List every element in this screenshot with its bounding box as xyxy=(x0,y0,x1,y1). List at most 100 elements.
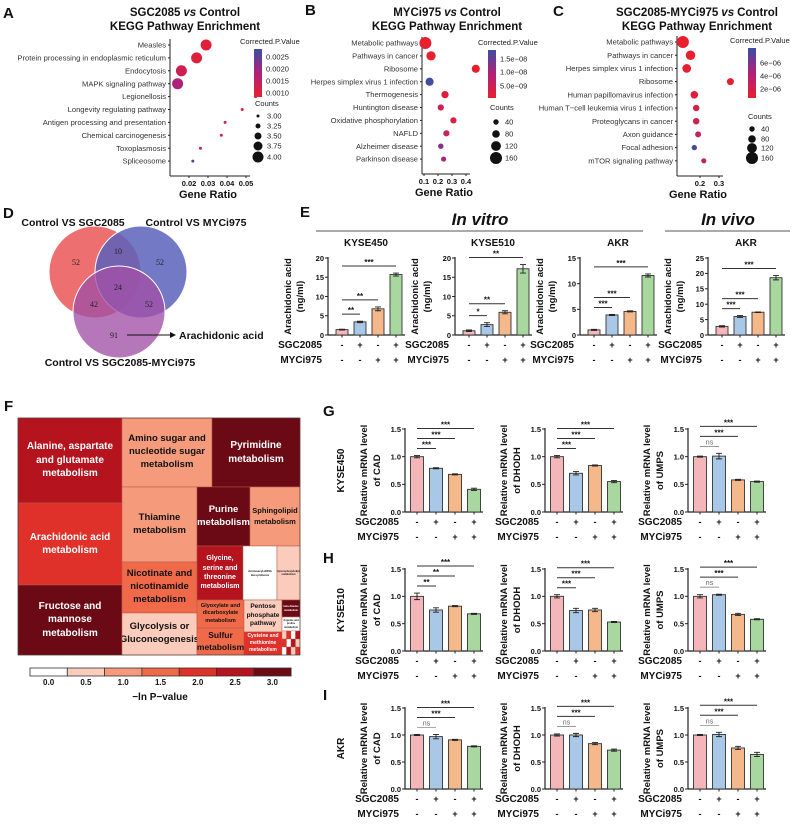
category-label: Antigen processing and presentation xyxy=(43,118,166,127)
condition-sign: + xyxy=(773,355,778,365)
size-legend-dot xyxy=(490,152,502,164)
x-tick-label: 0.1 xyxy=(419,177,429,186)
treemap-label: Amino sugar and nucleotide sugar metabol… xyxy=(128,433,206,470)
treemap-label: Sulfur metabolism xyxy=(197,630,244,652)
y-tick-label: 1.0 xyxy=(391,592,401,601)
venn-count: 42 xyxy=(90,300,98,309)
title-part: SGC2085-MYCi975 xyxy=(616,7,719,19)
row-label-sgc2085: SGC2085 xyxy=(355,794,399,805)
bar xyxy=(371,308,385,336)
y-axis-label: Relative mRNA level xyxy=(642,564,653,656)
y-tick-label: 1.5 xyxy=(674,425,684,434)
error-bar xyxy=(592,607,598,613)
size-legend-label: 3.00 xyxy=(267,112,282,121)
y-tick-label: 1.0 xyxy=(391,731,401,740)
venn-count: 24 xyxy=(114,283,122,292)
condition-sign: - xyxy=(575,671,578,681)
data-point xyxy=(695,131,702,138)
error-bar xyxy=(471,487,477,491)
condition-sign: - xyxy=(556,532,559,542)
size-legend-dot xyxy=(252,151,264,163)
condition-sign: + xyxy=(754,532,759,542)
condition-sign: + xyxy=(735,532,740,542)
chart-title: SGC2085 vs Control xyxy=(130,7,240,19)
color-legend-bar xyxy=(254,49,262,97)
category-label: MAPK signaling pathway xyxy=(82,79,166,88)
error-bar xyxy=(735,478,741,481)
condition-sign: + xyxy=(611,532,616,542)
condition-sign: + xyxy=(754,794,759,804)
error-bar xyxy=(611,621,617,624)
condition-sign: - xyxy=(699,656,702,666)
bar xyxy=(550,595,564,652)
treemap-label-box: Arachidonic acid metabolism xyxy=(30,532,111,557)
condition-sign: - xyxy=(718,532,721,542)
category-label: Protein processing in endoplasmic reticu… xyxy=(17,54,166,63)
legend-swatch xyxy=(29,667,68,677)
bar xyxy=(733,316,747,336)
error-bar xyxy=(773,275,779,281)
chart-subtitle: KEGG Pathway Enrichment xyxy=(110,21,260,33)
bar xyxy=(605,314,619,336)
condition-sign: - xyxy=(416,671,419,681)
title-vs: vs xyxy=(721,7,734,19)
x-tick-label: 0.05 xyxy=(239,179,254,188)
category-label: Endocytosis xyxy=(125,66,166,75)
panel-letter-a: A xyxy=(3,5,14,22)
treemap-label: beta-Alanine metabolism xyxy=(283,605,299,612)
condition-sign: + xyxy=(592,532,597,542)
legend-tick: 3.0 xyxy=(267,678,279,687)
mrna-bar-chart: 0.00.51.01.5--+--+++SGC2085MYCi975ns****… xyxy=(638,697,766,820)
treemap-cell-small xyxy=(281,630,287,640)
y-tick-label: 0.5 xyxy=(674,480,684,489)
row-label-myci975: MYCi975 xyxy=(357,532,399,543)
condition-sign: - xyxy=(721,340,724,350)
significance-label: *** xyxy=(571,431,581,440)
category-label: Oxidative phosphorylation xyxy=(331,116,418,125)
treemap-label: Glyoxylate and dicarboxylate metabolism xyxy=(200,602,241,624)
condition-sign: - xyxy=(416,517,419,527)
error-bar xyxy=(393,272,399,277)
y-tick-label: 1.5 xyxy=(674,704,684,713)
error-bar xyxy=(573,471,579,476)
y-axis-label: Arachidonic acid xyxy=(410,258,421,335)
data-point xyxy=(685,50,696,60)
bar xyxy=(569,610,583,652)
bar xyxy=(353,321,367,336)
error-bar xyxy=(414,455,420,459)
condition-sign: - xyxy=(718,809,721,819)
y-tick-label: 0.0 xyxy=(531,508,541,517)
y-tick-label: 0.0 xyxy=(674,647,684,656)
color-legend-tick: 1.5e−08 xyxy=(500,55,527,64)
y-axis-label: (ng/ml) xyxy=(295,281,306,313)
size-legend-label: 120 xyxy=(761,144,774,153)
venn-set-label: Control VS MYCi975 xyxy=(146,217,247,229)
error-bar xyxy=(737,315,743,318)
error-bar xyxy=(609,314,615,316)
y-tick-label: 0.5 xyxy=(531,758,541,767)
category-label: Axon guidance xyxy=(623,130,673,139)
legend-tick: 2.5 xyxy=(230,678,242,687)
bar xyxy=(588,609,602,652)
size-legend-label: 80 xyxy=(761,135,769,144)
error-bar xyxy=(339,328,345,331)
venn-count: 10 xyxy=(114,247,122,256)
dot-plot-b: MYCi975 vs Control KEGG Pathway Enrichment M… xyxy=(311,7,538,199)
error-bar xyxy=(735,745,741,751)
significance-label: ** xyxy=(493,250,500,259)
condition-sign: + xyxy=(520,355,525,365)
treemap-cell-small xyxy=(286,638,292,648)
significance-label: *** xyxy=(724,697,734,706)
condition-sign: + xyxy=(471,671,476,681)
y-tick-label: 0.0 xyxy=(674,785,684,794)
condition-sign: + xyxy=(645,355,650,365)
treemap-label-box: beta-Alanine metabolism xyxy=(283,605,299,612)
data-point xyxy=(692,104,700,112)
condition-sign: - xyxy=(629,340,632,350)
size-legend-label: 160 xyxy=(761,154,774,163)
significance-label: ns xyxy=(706,439,714,446)
error-bar xyxy=(754,751,760,758)
condition-sign: - xyxy=(468,355,471,365)
y-tick-label: 10 xyxy=(568,279,576,288)
row-label-sgc2085: SGC2085 xyxy=(495,656,539,667)
